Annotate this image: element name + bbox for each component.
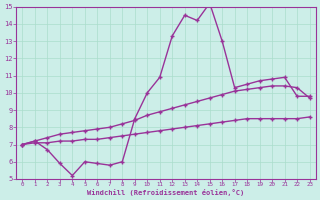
X-axis label: Windchill (Refroidissement éolien,°C): Windchill (Refroidissement éolien,°C) (87, 189, 244, 196)
